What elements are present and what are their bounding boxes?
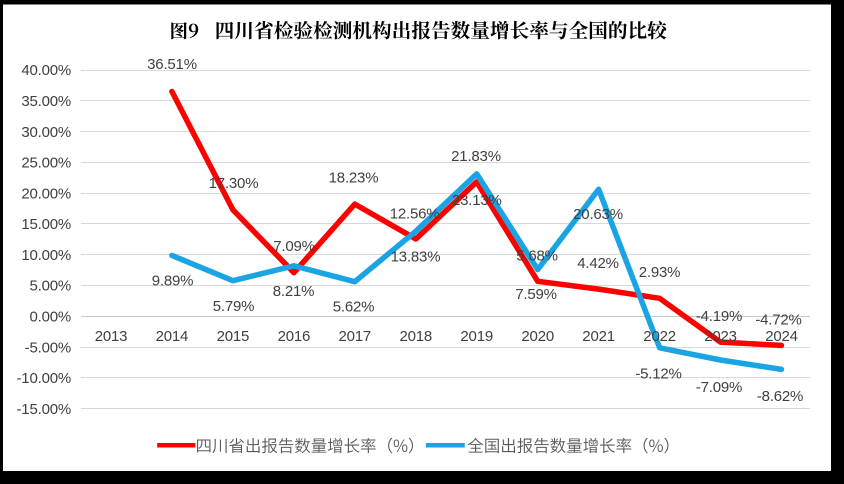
svg-text:2019: 2019	[460, 328, 493, 345]
svg-text:-4.19%: -4.19%	[696, 308, 742, 325]
svg-text:7.59%: 7.59%	[515, 286, 557, 303]
svg-text:-4.72%: -4.72%	[755, 312, 801, 329]
svg-text:13.83%: 13.83%	[391, 248, 441, 265]
svg-text:2018: 2018	[400, 328, 433, 345]
svg-text:2020: 2020	[521, 328, 554, 345]
svg-text:-7.09%: -7.09%	[696, 379, 742, 396]
svg-text:-8.62%: -8.62%	[757, 388, 803, 405]
svg-text:2017: 2017	[339, 328, 372, 345]
svg-text:5.79%: 5.79%	[213, 298, 255, 315]
svg-text:17.30%: 17.30%	[209, 175, 259, 192]
svg-text:-10.00%: -10.00%	[17, 370, 71, 387]
svg-text:20.63%: 20.63%	[573, 206, 623, 223]
svg-text:15.00%: 15.00%	[21, 216, 71, 233]
svg-text:2016: 2016	[278, 328, 311, 345]
svg-text:12.56%: 12.56%	[390, 205, 440, 222]
svg-text:-15.00%: -15.00%	[17, 401, 71, 418]
svg-text:2015: 2015	[217, 328, 250, 345]
svg-text:4.42%: 4.42%	[577, 255, 619, 272]
svg-text:35.00%: 35.00%	[21, 93, 71, 110]
svg-text:2022: 2022	[643, 328, 676, 345]
svg-text:30.00%: 30.00%	[21, 124, 71, 141]
svg-text:-5.00%: -5.00%	[25, 339, 71, 356]
svg-text:2013: 2013	[95, 328, 128, 345]
svg-text:5.68%: 5.68%	[516, 248, 558, 265]
svg-text:2023: 2023	[704, 328, 737, 345]
svg-text:20.00%: 20.00%	[21, 185, 71, 202]
svg-text:10.00%: 10.00%	[21, 247, 71, 264]
svg-text:5.62%: 5.62%	[333, 299, 375, 316]
svg-text:0.00%: 0.00%	[29, 309, 71, 326]
svg-text:9.89%: 9.89%	[152, 273, 194, 290]
svg-text:2024: 2024	[765, 328, 798, 345]
svg-text:21.83%: 21.83%	[451, 148, 501, 165]
svg-text:8.21%: 8.21%	[273, 283, 315, 300]
svg-text:2021: 2021	[582, 328, 615, 345]
svg-text:2014: 2014	[156, 328, 189, 345]
svg-text:2.93%: 2.93%	[639, 264, 681, 281]
svg-text:-5.12%: -5.12%	[635, 366, 681, 383]
svg-text:40.00%: 40.00%	[21, 62, 71, 79]
svg-text:36.51%: 36.51%	[147, 56, 197, 73]
svg-text:23.13%: 23.13%	[452, 192, 502, 209]
svg-text:18.23%: 18.23%	[329, 170, 379, 187]
svg-text:25.00%: 25.00%	[21, 155, 71, 172]
svg-text:7.09%: 7.09%	[273, 238, 315, 255]
svg-text:5.00%: 5.00%	[29, 278, 71, 295]
